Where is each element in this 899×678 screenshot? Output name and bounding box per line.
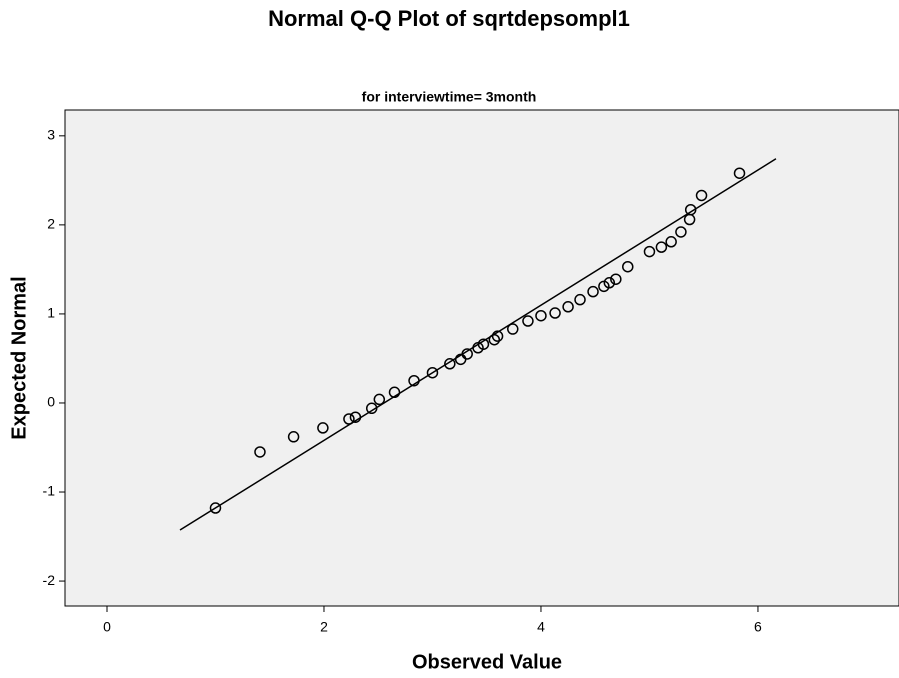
point bbox=[254, 446, 266, 458]
y-axis-label: Expected Normal bbox=[8, 276, 30, 439]
point bbox=[444, 358, 456, 370]
point bbox=[695, 189, 708, 202]
point bbox=[507, 323, 519, 335]
point bbox=[461, 348, 473, 360]
x-tick-label: 6 bbox=[754, 619, 762, 635]
point bbox=[535, 309, 547, 322]
point bbox=[477, 338, 490, 350]
x-tick-label: 4 bbox=[537, 619, 545, 635]
point bbox=[209, 502, 222, 514]
x-tick-label: 2 bbox=[320, 619, 328, 635]
point bbox=[675, 226, 687, 238]
y-tick-label: 0 bbox=[47, 394, 55, 410]
point bbox=[603, 277, 616, 289]
point bbox=[373, 393, 386, 406]
x-tick-label: 0 bbox=[103, 619, 111, 635]
y-tick-label: -1 bbox=[43, 483, 56, 499]
point bbox=[491, 330, 504, 342]
point bbox=[287, 431, 300, 443]
y-tick-label: 2 bbox=[47, 216, 55, 232]
point bbox=[574, 293, 586, 306]
point bbox=[522, 315, 534, 327]
point bbox=[408, 374, 420, 387]
point bbox=[562, 301, 574, 313]
point bbox=[733, 167, 746, 179]
x-axis-label: Observed Value bbox=[412, 651, 562, 673]
point bbox=[388, 386, 401, 399]
point bbox=[343, 413, 355, 425]
point bbox=[665, 236, 677, 248]
chart-subtitle: for interviewtime= 3month bbox=[362, 89, 537, 105]
y-tick-label: 3 bbox=[47, 127, 55, 143]
point bbox=[610, 273, 622, 285]
point bbox=[317, 422, 329, 434]
point bbox=[643, 245, 656, 258]
point bbox=[587, 285, 599, 298]
chart-title: Normal Q-Q Plot of sqrtdepsompl1 bbox=[268, 6, 630, 31]
point bbox=[655, 241, 668, 253]
point bbox=[549, 307, 561, 319]
plot-area bbox=[64, 109, 899, 607]
point bbox=[488, 333, 501, 346]
point bbox=[622, 260, 634, 273]
y-tick-label: 1 bbox=[47, 305, 55, 321]
point bbox=[349, 411, 362, 423]
point bbox=[365, 402, 378, 415]
point bbox=[426, 366, 439, 379]
y-tick-label: -2 bbox=[43, 572, 56, 588]
point bbox=[684, 203, 697, 216]
